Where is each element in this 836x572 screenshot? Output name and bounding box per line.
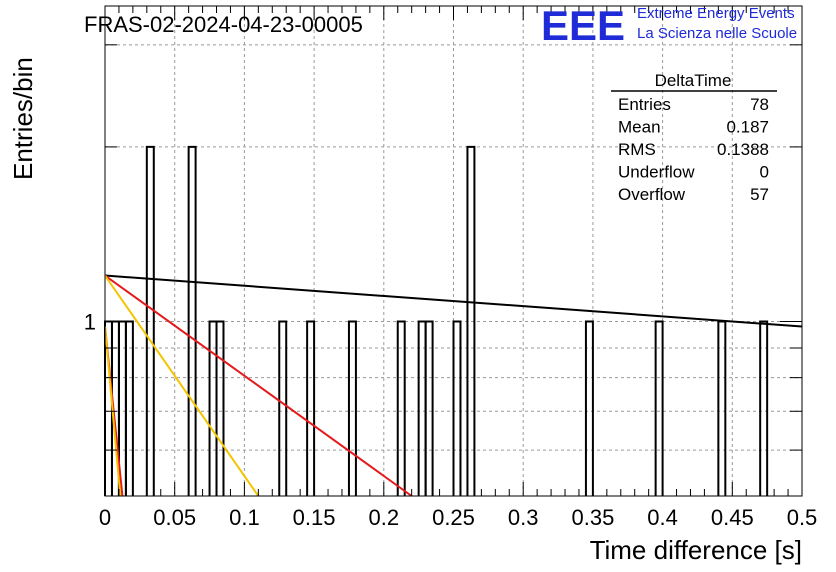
- histogram-bar: [452, 320, 462, 496]
- x-tick-label: 0.25: [432, 505, 475, 530]
- stats-rows: Entries 78 Mean 0.187 RMS 0.1388 Underflow 0 Ove…: [618, 95, 769, 204]
- fit-line: [105, 274, 802, 328]
- x-tick-label: 0.05: [153, 505, 196, 530]
- stats-label: Underflow: [618, 163, 695, 182]
- logo-mark: EEE: [541, 2, 625, 49]
- stats-title: DeltaTime: [655, 71, 732, 90]
- stats-label: Entries: [618, 95, 671, 114]
- stats-label: RMS: [618, 140, 656, 159]
- eee-logo: EEE Extreme Energy Events La Scienza nel…: [541, 2, 797, 49]
- stats-value: 0: [760, 163, 769, 182]
- x-tick-label: 0.2: [369, 505, 400, 530]
- x-tick-label: 0.35: [571, 505, 614, 530]
- histogram-bar: [145, 145, 155, 496]
- stats-label: Mean: [618, 118, 661, 137]
- histogram-bar: [124, 320, 134, 496]
- x-axis-label: Time difference [s]: [590, 535, 802, 565]
- logo-line-2: La Scienza nelle Scuole: [637, 25, 797, 42]
- histogram-bar: [424, 320, 434, 496]
- stats-value: 57: [750, 185, 769, 204]
- tick-labels: 0 0.05 0.1 0.15 0.2 0.25 0.3 0.35 0.4 0.45 0.5 1: [84, 309, 818, 530]
- x-tick-label: 0: [99, 505, 111, 530]
- fit-line: [105, 274, 413, 496]
- histogram-bar: [396, 320, 406, 496]
- y-axis-label: Entries/bin: [8, 57, 38, 180]
- stats-value: 0.1388: [717, 140, 769, 159]
- histogram-bar: [278, 320, 288, 496]
- stats-value: 78: [750, 95, 769, 114]
- x-tick-label: 0.15: [293, 505, 336, 530]
- histogram-bars: [104, 145, 769, 496]
- histogram-bar: [215, 320, 225, 496]
- histogram-bar: [654, 320, 664, 496]
- histogram-bar: [759, 320, 769, 496]
- axes: [104, 6, 803, 496]
- y-tick-label: 1: [84, 309, 96, 334]
- histogram-bar: [584, 320, 594, 496]
- histogram-bar: [347, 320, 357, 496]
- x-tick-label: 0.4: [647, 505, 678, 530]
- histogram-bar: [466, 145, 476, 496]
- histogram-bar: [187, 145, 197, 496]
- x-tick-label: 0.5: [787, 505, 818, 530]
- logo-line-1: Extreme Energy Events: [637, 5, 795, 22]
- stats-box: DeltaTime Entries 78 Mean 0.187 RMS 0.1388 Und…: [611, 71, 777, 204]
- x-tick-label: 0.3: [508, 505, 539, 530]
- stats-label: Overflow: [618, 185, 686, 204]
- stats-value: 0.187: [726, 118, 769, 137]
- histogram-bar: [306, 320, 316, 496]
- fit-line: [105, 274, 260, 496]
- x-tick-label: 0.1: [229, 505, 260, 530]
- chart-title: FRAS-02-2024-04-23-00005: [84, 12, 363, 37]
- x-tick-label: 0.45: [711, 505, 754, 530]
